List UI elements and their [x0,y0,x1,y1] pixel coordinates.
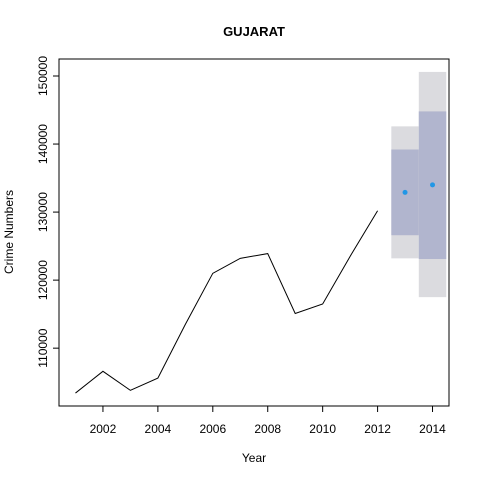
x-tick-label-2014: 2014 [419,422,446,436]
series-line-0 [75,210,379,394]
y-axis-label: Crime Numbers [2,190,16,274]
x-tick-label-2006: 2006 [199,422,226,436]
forecast-point-2014 [430,182,436,188]
y-tick-label-140000: 140000 [36,124,50,164]
y-tick-label-120000: 120000 [36,260,50,300]
x-tick-label-2004: 2004 [145,422,172,436]
forecast-bands [391,71,447,298]
series-line-layer [75,210,379,394]
x-tick-label-2002: 2002 [90,422,117,436]
forecast-points [402,182,436,195]
chart-title: GUJARAT [223,24,285,39]
x-tick-label-2010: 2010 [309,422,336,436]
forecast-point-2013 [402,189,408,195]
x-axis-label: Year [242,451,266,465]
y-axis: 110000 120000 130000 140000 150000 [36,56,60,368]
y-tick-label-130000: 130000 [36,192,50,232]
x-tick-label-2012: 2012 [364,422,391,436]
x-tick-label-2008: 2008 [254,422,281,436]
x-axis: 2002 2004 2006 2008 2010 2012 2014 [90,405,446,436]
plot-frame [58,58,450,407]
y-tick-label-150000: 150000 [36,56,50,96]
y-tick-label-110000: 110000 [36,328,50,367]
